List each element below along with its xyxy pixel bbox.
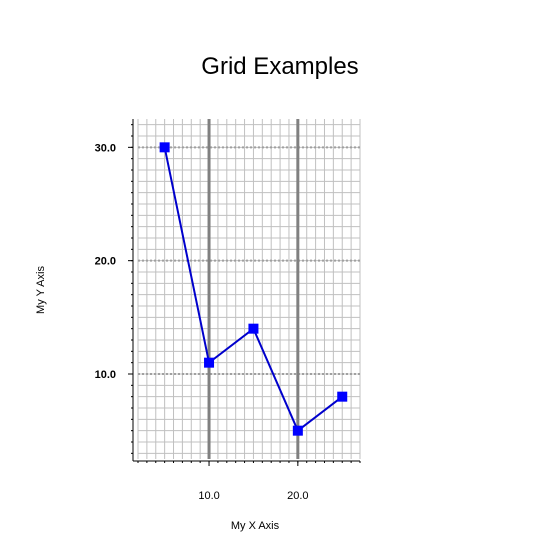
y-tick-label: 30.0 — [95, 142, 116, 154]
y-axis-ticks: 10.0 20.0 30.0 — [95, 124, 133, 454]
x-axis-label: My X Axis — [231, 520, 280, 532]
data-point-marker — [204, 357, 215, 368]
x-tick-label: 10.0 — [198, 490, 219, 502]
x-tick-label: 20.0 — [287, 490, 308, 502]
series — [159, 142, 348, 436]
x-axis-ticks: 10.0 20.0 — [137, 461, 361, 502]
data-point-marker — [159, 142, 170, 153]
data-point-marker — [292, 425, 303, 436]
axes — [132, 119, 360, 462]
y-axis-label: My Y Axis — [35, 266, 47, 314]
y-tick-label: 20.0 — [95, 256, 116, 268]
y-tick-label: 10.0 — [95, 369, 116, 381]
chart-title: Grid Examples — [201, 53, 358, 80]
data-point-marker — [337, 391, 348, 402]
data-point-marker — [248, 323, 259, 334]
